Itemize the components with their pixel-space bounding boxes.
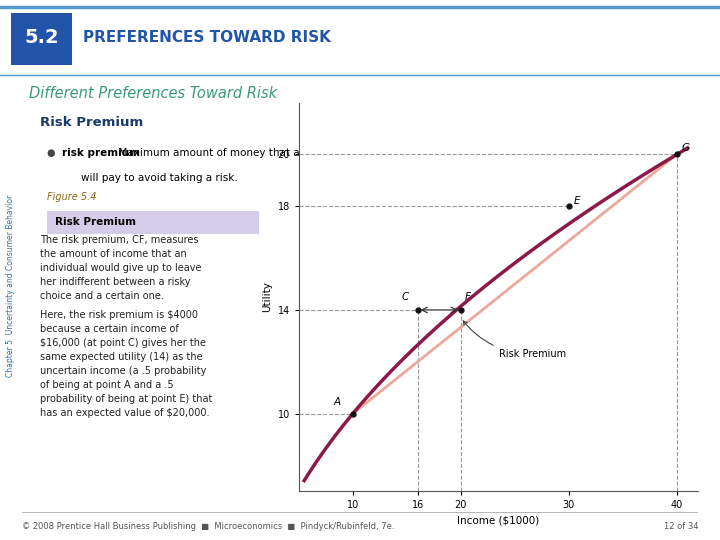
Text: risk premium: risk premium (62, 147, 140, 158)
Text: E: E (575, 195, 581, 206)
Y-axis label: Utility: Utility (262, 281, 272, 313)
Text: C: C (402, 292, 409, 302)
X-axis label: Income ($1000): Income ($1000) (457, 516, 540, 526)
FancyBboxPatch shape (47, 211, 259, 234)
Text: Risk Premium: Risk Premium (40, 116, 143, 130)
Text: G: G (681, 143, 689, 153)
Text: Chapter 5  Uncertainty and Consumer Behavior: Chapter 5 Uncertainty and Consumer Behav… (6, 195, 14, 377)
Text: will pay to avoid taking a risk.: will pay to avoid taking a risk. (81, 173, 238, 183)
Text: Different Preferences Toward Risk: Different Preferences Toward Risk (29, 86, 277, 100)
Text: © 2008 Prentice Hall Business Publishing  ■  Microeconomics  ■  Pindyck/Rubinfel: © 2008 Prentice Hall Business Publishing… (22, 522, 394, 531)
Text: Maximum amount of money that a risk-averse person: Maximum amount of money that a risk-aver… (112, 147, 400, 158)
Text: The risk premium, CF, measures
the amount of income that an
individual would giv: The risk premium, CF, measures the amoun… (40, 235, 201, 301)
Text: Figure 5.4: Figure 5.4 (47, 192, 96, 202)
Text: Risk Premium: Risk Premium (463, 321, 566, 359)
Text: A: A (333, 396, 341, 407)
Text: Risk Premium: Risk Premium (55, 218, 136, 227)
Text: ●: ● (47, 147, 55, 158)
Text: 5.2: 5.2 (24, 28, 59, 48)
Text: PREFERENCES TOWARD RISK: PREFERENCES TOWARD RISK (83, 30, 330, 45)
Text: 12 of 34: 12 of 34 (664, 522, 698, 531)
FancyBboxPatch shape (11, 14, 72, 65)
Text: Here, the risk premium is $4000
because a certain income of
$16,000 (at point C): Here, the risk premium is $4000 because … (40, 310, 212, 419)
Text: F: F (465, 292, 471, 302)
